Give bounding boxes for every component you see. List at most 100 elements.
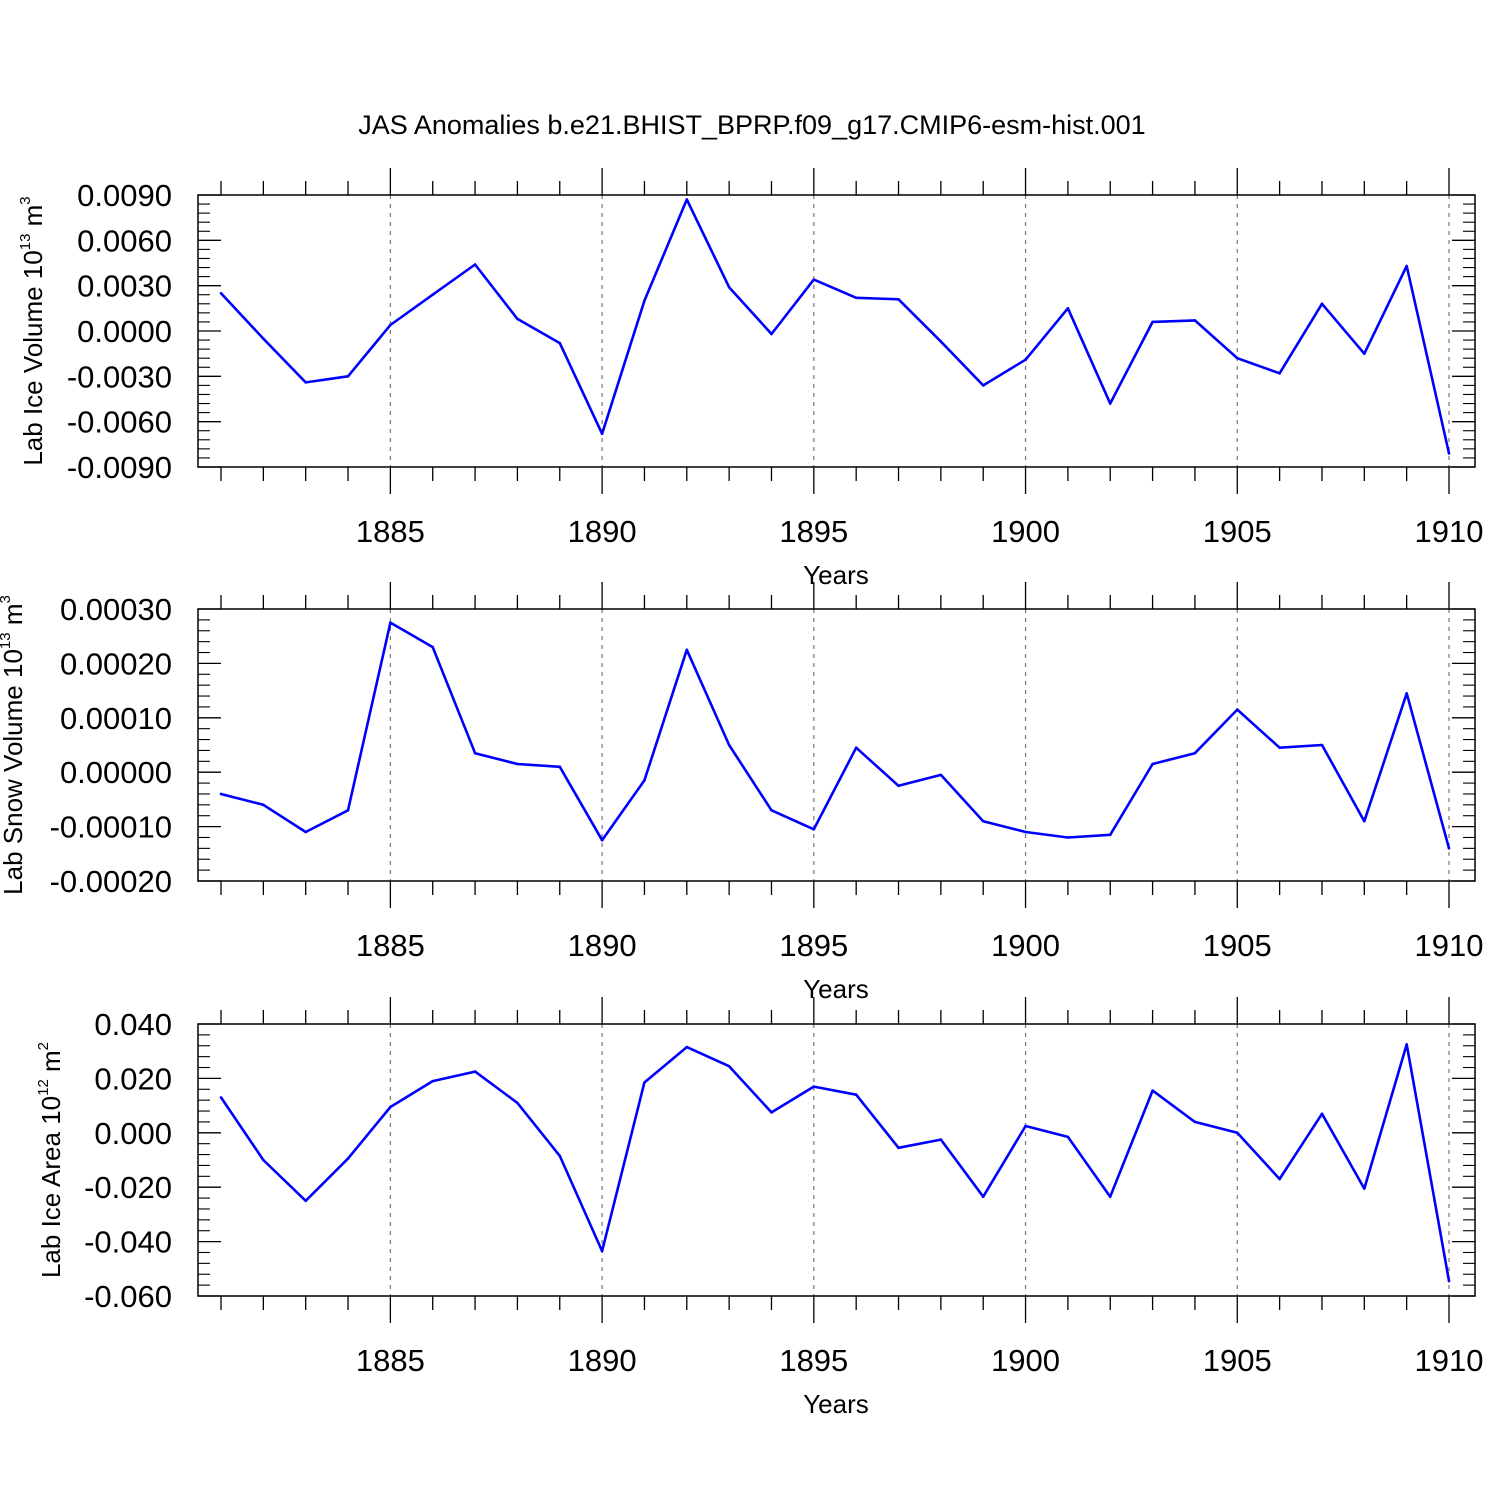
data-point (1363, 819, 1366, 823)
chart-title: JAS Anomalies b.e21.BHIST_BPRP.f09_g17.C… (358, 110, 1145, 140)
x-tick-label: 1905 (1203, 1343, 1272, 1378)
data-point (643, 1081, 646, 1084)
data-point (473, 1070, 477, 1073)
data-point (262, 337, 265, 340)
data-point (1193, 319, 1197, 322)
data-point (854, 296, 858, 300)
data-point (1320, 743, 1324, 747)
x-tick-label: 1895 (779, 1343, 848, 1378)
data-point (1151, 320, 1154, 324)
data-point (219, 291, 223, 295)
data-point (981, 819, 985, 823)
x-tick-label: 1910 (1415, 1343, 1484, 1378)
data-point (812, 278, 816, 281)
x-tick-label: 1890 (568, 928, 637, 963)
x-tick-label: 1910 (1415, 928, 1484, 963)
data-point (389, 1105, 392, 1109)
y-tick-label: -0.060 (84, 1279, 172, 1314)
y-axis-label-unit-exponent: 2 (35, 1042, 52, 1050)
y-tick-label: -0.040 (84, 1225, 172, 1260)
data-point (1405, 1043, 1408, 1046)
data-point (389, 621, 392, 624)
data-point (1405, 692, 1408, 695)
data-point (1447, 452, 1451, 455)
data-point (1447, 1279, 1451, 1283)
y-axis-label-unit: m (18, 205, 48, 234)
y-tick-label: 0.00030 (60, 592, 172, 627)
data-point (770, 1111, 773, 1114)
y-tick-label: -0.020 (84, 1170, 172, 1205)
x-axis-label: Years (803, 974, 869, 1004)
data-point (770, 332, 773, 336)
data-point (939, 773, 943, 777)
data-point (1447, 847, 1451, 850)
x-tick-label: 1900 (991, 1343, 1060, 1378)
data-point (1066, 836, 1070, 839)
data-point (389, 323, 392, 327)
y-tick-label: -0.0090 (67, 450, 172, 485)
data-point (685, 648, 689, 652)
y-axis-label-unit-exponent: 3 (0, 595, 14, 603)
data-point (473, 263, 477, 266)
data-point (770, 808, 773, 812)
data-point (516, 762, 519, 766)
y-axis-label: Lab Snow Volume 1013 m3 (0, 595, 28, 895)
data-point (1108, 1195, 1112, 1199)
data-point (1363, 1187, 1366, 1190)
y-tick-label: 0.00000 (60, 755, 172, 790)
data-point (897, 784, 900, 788)
data-point (1278, 372, 1281, 375)
data-point (219, 1096, 223, 1099)
data-point (1235, 356, 1239, 360)
data-point (516, 317, 519, 321)
y-axis-label-unit: m (36, 1050, 66, 1079)
y-axis-label-exponent: 13 (17, 234, 34, 251)
series-line (220, 621, 1451, 849)
x-tick-label: 1910 (1415, 514, 1484, 549)
panel-2: 0.00030 0.00020 0.00010 0.00000 -0.00010 -0.0… (0, 582, 1483, 1004)
y-tick-label: 0.0030 (77, 269, 172, 304)
data-point (558, 1154, 562, 1158)
data-point (558, 765, 562, 769)
y-tick-label: -0.0060 (67, 405, 172, 440)
data-point (643, 779, 646, 782)
x-tick-label: 1890 (568, 1343, 637, 1378)
y-axis-label-text: Lab Ice Area 10 (36, 1096, 66, 1278)
data-point (600, 432, 604, 436)
series-line (219, 1043, 1451, 1282)
y-tick-label: 0.0000 (77, 314, 172, 349)
x-tick-label: 1885 (356, 514, 425, 549)
y-tick-label: 0.00020 (60, 646, 172, 681)
x-tick-label: 1895 (779, 514, 848, 549)
data-point (897, 297, 900, 301)
data-point (1024, 358, 1027, 362)
data-point (854, 1093, 858, 1097)
data-point (516, 1101, 519, 1105)
data-point (600, 1249, 604, 1253)
data-point (1108, 402, 1112, 405)
data-point (1235, 1131, 1239, 1135)
data-point (1235, 708, 1239, 711)
x-tick-label: 1885 (356, 928, 425, 963)
panel-1: 0.0090 0.0060 0.0030 0.0000 -0.0030 -0.0060 -0… (17, 168, 1483, 590)
plot-frame (197, 194, 1476, 468)
data-point (727, 743, 731, 747)
x-tick-label: 1905 (1203, 514, 1272, 549)
data-point (897, 1146, 900, 1150)
y-axis-label-text: Lab Snow Volume 10 (0, 649, 28, 895)
plot-frame (197, 608, 1476, 882)
y-axis-label: Lab Ice Volume 1013 m3 (17, 196, 48, 465)
data-point (346, 808, 350, 812)
data-point (812, 828, 816, 831)
data-point (685, 198, 689, 201)
data-point (1024, 830, 1027, 834)
y-axis-label: Lab Ice Area 1012 m2 (35, 1042, 66, 1278)
data-point (1320, 1112, 1324, 1116)
data-point (1108, 833, 1112, 837)
series-line (220, 198, 1451, 454)
data-point (1193, 751, 1197, 755)
data-point (304, 830, 307, 834)
data-point (643, 299, 646, 303)
panel-3: 0.040 0.020 0.000 -0.020 -0.040 -0.060 1885 189… (35, 997, 1483, 1419)
